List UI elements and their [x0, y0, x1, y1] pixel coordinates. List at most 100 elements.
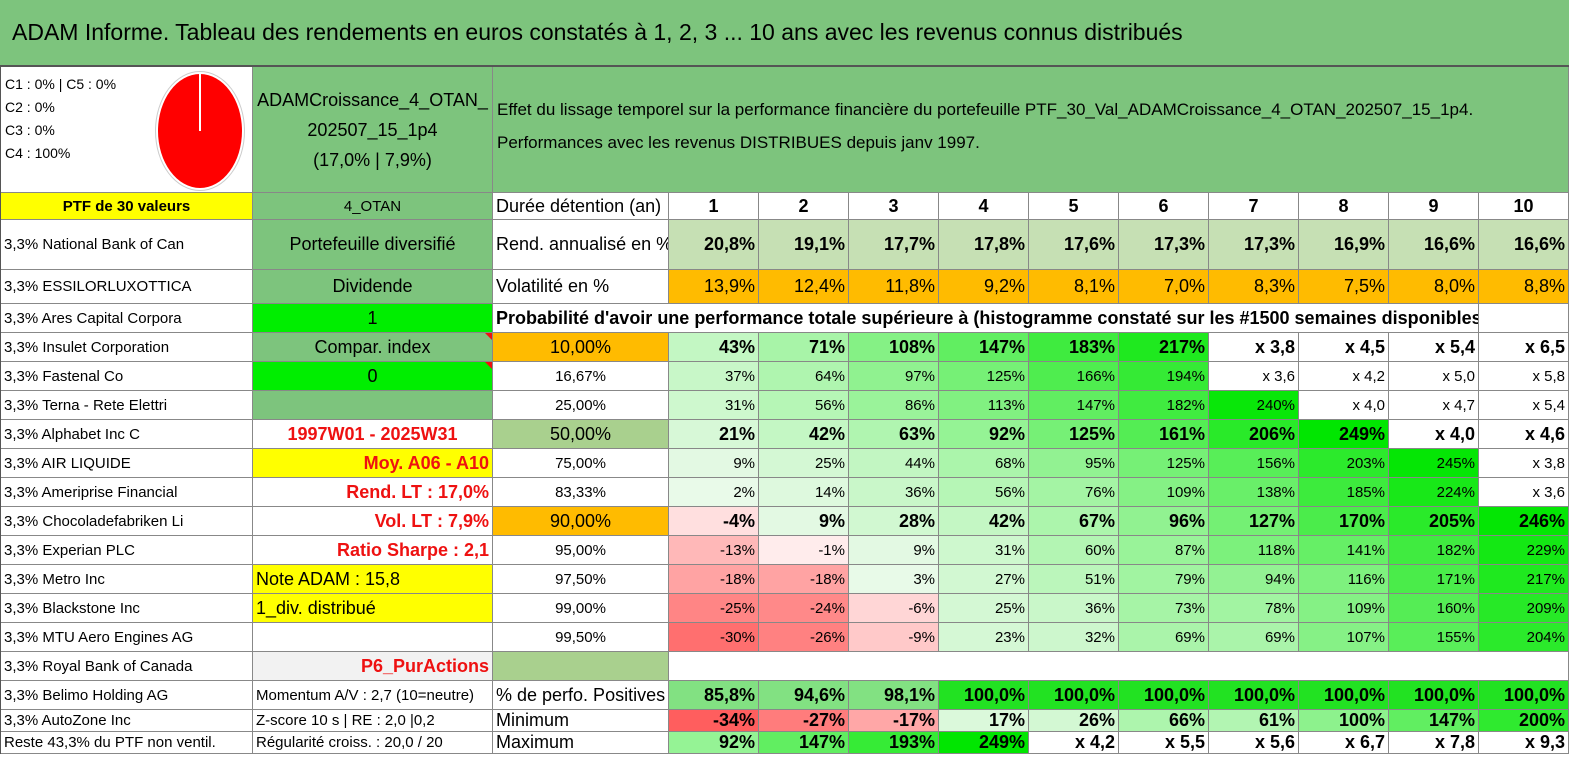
- quantile-value: 36%: [1029, 594, 1119, 623]
- vol-value: 9,2%: [939, 270, 1029, 304]
- quantile-value: 147%: [939, 333, 1029, 362]
- quantile-label: 75,00%: [493, 449, 669, 478]
- quantile-value: 9%: [759, 507, 849, 536]
- side-momentum: Momentum A/V : 2,7 (10=neutre): [253, 681, 493, 710]
- quantile-label: 16,67%: [493, 362, 669, 391]
- rend-value: 17,3%: [1209, 220, 1299, 270]
- quantile-value: 116%: [1299, 565, 1389, 594]
- cell: [1479, 304, 1569, 333]
- allocation-line: C1 : 0% | C5 : 0%: [5, 76, 117, 92]
- holding-name: Reste 43,3% du PTF non ventil.: [1, 732, 253, 754]
- holding-name: 3,3% Ameriprise Financial: [1, 478, 253, 507]
- quantile-label: 97,50%: [493, 565, 669, 594]
- positives-value: 100,0%: [939, 681, 1029, 710]
- side-empty: [253, 391, 493, 420]
- quantile-value: x 3,8: [1209, 333, 1299, 362]
- quantile-value: 27%: [939, 565, 1029, 594]
- quantile-value: 171%: [1389, 565, 1479, 594]
- year-header: 7: [1209, 193, 1299, 220]
- quantile-value: x 3,6: [1479, 478, 1569, 507]
- quantile-value: 9%: [669, 449, 759, 478]
- vol-label: Volatilité en %: [493, 270, 669, 304]
- holding-name: 3,3% Blackstone Inc: [1, 594, 253, 623]
- quantile-value: 206%: [1209, 420, 1299, 449]
- max-value: 193%: [849, 732, 939, 754]
- min-value: 200%: [1479, 710, 1569, 732]
- description-line: Effet du lissage temporel sur la perform…: [497, 100, 1474, 119]
- quantile-value: 71%: [759, 333, 849, 362]
- vol-value: 13,9%: [669, 270, 759, 304]
- quantile-value: 109%: [1119, 478, 1209, 507]
- quantile-value: 9%: [849, 536, 939, 565]
- quantile-value: 166%: [1029, 362, 1119, 391]
- holding-name: 3,3% AutoZone Inc: [1, 710, 253, 732]
- side-note: Note ADAM : 15,8: [253, 565, 493, 594]
- quantile-value: 51%: [1029, 565, 1119, 594]
- quantile-value: -1%: [759, 536, 849, 565]
- rend-value: 19,1%: [759, 220, 849, 270]
- quantile-value: -30%: [669, 623, 759, 652]
- holding-name: 3,3% Royal Bank of Canada: [1, 652, 253, 681]
- min-value: 100%: [1299, 710, 1389, 732]
- performance-table: C1 : 0% | C5 : 0% C2 : 0% C3 : 0% C4 : 100%…: [0, 66, 1569, 754]
- holding-name: 3,3% Insulet Corporation: [1, 333, 253, 362]
- quantile-value: 113%: [939, 391, 1029, 420]
- side-rend_lt: Rend. LT : 17,0%: [253, 478, 493, 507]
- vol-value: 12,4%: [759, 270, 849, 304]
- quantile-value: 44%: [849, 449, 939, 478]
- quantile-value: 37%: [669, 362, 759, 391]
- side-zscore: Z-score 10 s | RE : 2,0 |0,2: [253, 710, 493, 732]
- quantile-value: 56%: [939, 478, 1029, 507]
- cell: [493, 652, 669, 681]
- quantile-value: 36%: [849, 478, 939, 507]
- side-moy: Moy. A06 - A10: [253, 449, 493, 478]
- vol-value: 7,0%: [1119, 270, 1209, 304]
- min-label: Minimum: [493, 710, 669, 732]
- holding-name: 3,3% National Bank of Can: [1, 220, 253, 270]
- min-value: 66%: [1119, 710, 1209, 732]
- quantile-value: 224%: [1389, 478, 1479, 507]
- quantile-value: x 5,8: [1479, 362, 1569, 391]
- fund-name: ADAMCroissance_4_OTAN_ 202507_15_1p4 (17,0…: [253, 67, 493, 193]
- side-zero: 0: [253, 362, 493, 391]
- year-header: 4: [939, 193, 1029, 220]
- quantile-value: 170%: [1299, 507, 1389, 536]
- year-header: 2: [759, 193, 849, 220]
- max-value: x 9,3: [1479, 732, 1569, 754]
- description: Effet du lissage temporel sur la perform…: [493, 67, 1569, 193]
- quantile-value: 87%: [1119, 536, 1209, 565]
- quantile-value: 69%: [1119, 623, 1209, 652]
- side-one: 1: [253, 304, 493, 333]
- cell: [669, 652, 1569, 681]
- quantile-value: 25%: [759, 449, 849, 478]
- max-value: 249%: [939, 732, 1029, 754]
- positives-value: 100,0%: [1389, 681, 1479, 710]
- max-value: x 4,2: [1029, 732, 1119, 754]
- vol-value: 8,3%: [1209, 270, 1299, 304]
- quantile-value: x 3,8: [1479, 449, 1569, 478]
- quantile-value: -4%: [669, 507, 759, 536]
- quantile-value: 3%: [849, 565, 939, 594]
- quantile-label: 10,00%: [493, 333, 669, 362]
- quantile-value: -13%: [669, 536, 759, 565]
- quantile-label: 50,00%: [493, 420, 669, 449]
- quantile-value: 94%: [1209, 565, 1299, 594]
- min-value: 17%: [939, 710, 1029, 732]
- quantile-value: 92%: [939, 420, 1029, 449]
- quantile-value: 97%: [849, 362, 939, 391]
- quantile-value: 203%: [1299, 449, 1389, 478]
- max-value: x 5,5: [1119, 732, 1209, 754]
- holding-name: 3,3% Experian PLC: [1, 536, 253, 565]
- quantile-value: 240%: [1209, 391, 1299, 420]
- quantile-value: 67%: [1029, 507, 1119, 536]
- quantile-label: 95,00%: [493, 536, 669, 565]
- quantile-label: 83,33%: [493, 478, 669, 507]
- quantile-value: x 4,7: [1389, 391, 1479, 420]
- quantile-value: x 4,6: [1479, 420, 1569, 449]
- quantile-value: 96%: [1119, 507, 1209, 536]
- quantile-value: -25%: [669, 594, 759, 623]
- rend-label: Rend. annualisé en %: [493, 220, 669, 270]
- year-header: 5: [1029, 193, 1119, 220]
- min-value: -34%: [669, 710, 759, 732]
- rend-value: 17,3%: [1119, 220, 1209, 270]
